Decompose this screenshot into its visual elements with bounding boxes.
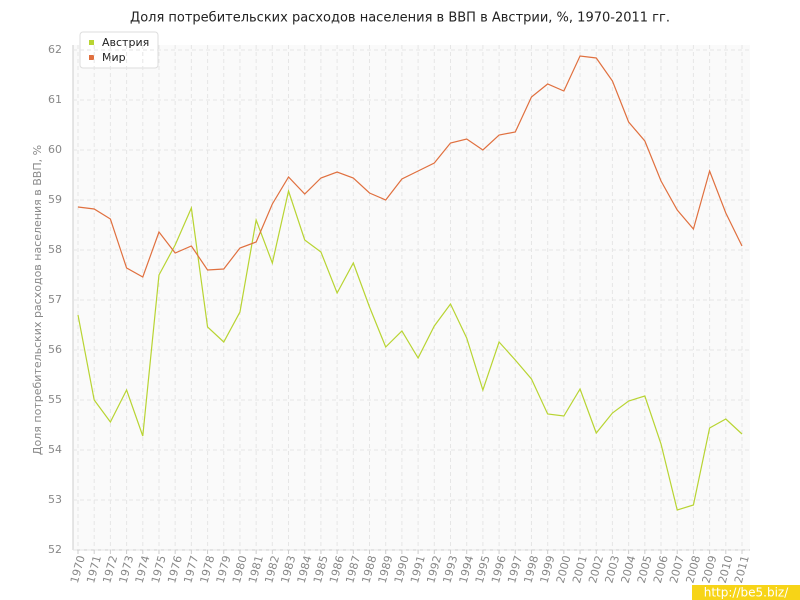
y-tick-label: 53: [48, 493, 62, 506]
y-tick-label: 52: [48, 543, 62, 556]
legend-swatch: [89, 55, 94, 60]
watermark: http://be5.biz/: [704, 586, 789, 600]
y-tick-label: 60: [48, 143, 62, 156]
watermark-bg: [692, 585, 800, 600]
y-tick-label: 57: [48, 293, 62, 306]
y-tick-label: 56: [48, 343, 62, 356]
y-axis-label: Доля потребительских расходов населения …: [31, 145, 44, 455]
y-tick-label: 54: [48, 443, 62, 456]
y-tick-label: 62: [48, 43, 62, 56]
series-line: [77, 55, 743, 278]
y-tick-label: 58: [48, 243, 62, 256]
legend-swatch: [89, 40, 94, 45]
plot-area: [73, 45, 750, 550]
chart-title: Доля потребительских расходов населения …: [130, 11, 670, 26]
y-tick-label: 59: [48, 193, 62, 206]
legend-label: Австрия: [102, 36, 149, 49]
legend-label: Мир: [102, 51, 126, 64]
y-tick-label: 55: [48, 393, 62, 406]
y-tick-label: 61: [48, 93, 62, 106]
series-line: [77, 188, 743, 511]
